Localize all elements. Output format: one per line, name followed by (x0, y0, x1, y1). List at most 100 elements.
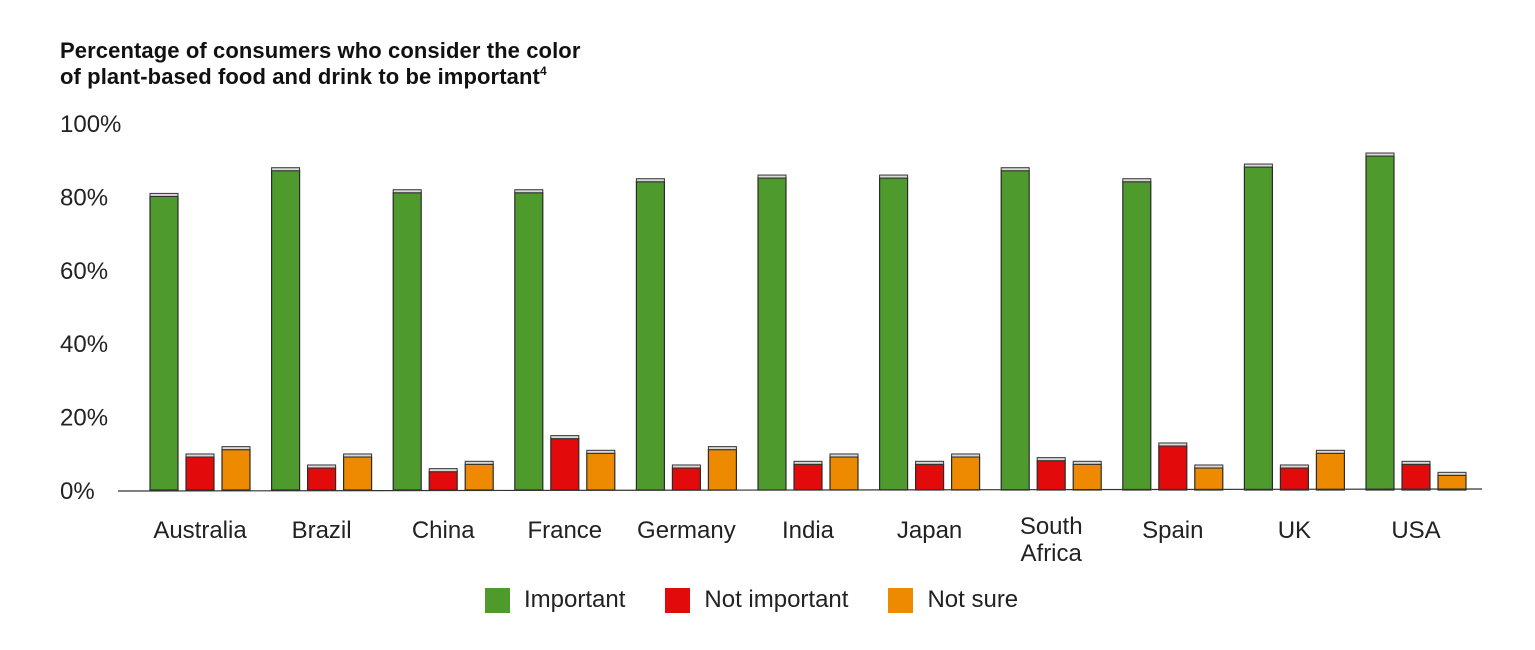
bar-cap (829, 453, 859, 458)
bar-france-important (514, 189, 544, 491)
bar-fill (1437, 474, 1467, 491)
x-tick-label-south-africa: South Africa (1020, 513, 1083, 567)
x-tick-label-australia: Australia (153, 517, 247, 544)
bar-cap (1194, 464, 1224, 469)
bar-fill (793, 463, 823, 491)
bar-china-important (392, 189, 422, 491)
bar-fill (185, 456, 215, 491)
bar-fill (878, 177, 909, 491)
legend-label-not-sure: Not sure (927, 586, 1019, 613)
bar-cap (428, 468, 458, 473)
bar-uk-not-sure (1315, 449, 1346, 491)
bar-fill (271, 170, 301, 491)
bar-india-important (757, 174, 787, 491)
bar-fill (1072, 463, 1102, 491)
bar-fill (914, 463, 945, 491)
bar-cap (464, 460, 494, 465)
bar-cap (307, 464, 337, 469)
chart-title: Percentage of consumers who consider the… (60, 38, 581, 90)
bar-india-not-important (793, 460, 823, 491)
bar-fill (1122, 181, 1152, 491)
bar-fill (707, 449, 738, 491)
chart-legend: Important Not important Not sure (485, 586, 1058, 614)
legend-item-not-important: Not important (665, 586, 848, 614)
bar-uk-important (1243, 163, 1274, 491)
bar-fill (1243, 166, 1274, 491)
bar-uk-not-important (1279, 464, 1310, 491)
bar-fill (1194, 467, 1224, 491)
x-tick-label-india: India (782, 517, 835, 544)
bar-fill (550, 438, 580, 491)
bar-fill (829, 456, 859, 491)
bar-usa-not-important (1401, 460, 1431, 491)
bar-fill (1036, 460, 1066, 491)
bar-cap (757, 174, 787, 179)
bar-cap (1279, 464, 1309, 469)
x-tick-label-usa: USA (1391, 517, 1440, 544)
y-tick-label: 60% (60, 258, 108, 285)
bar-fill (464, 463, 494, 491)
bar-fill (586, 452, 616, 491)
legend-item-not-sure: Not sure (888, 586, 1018, 614)
chart-title-footnote: 4 (539, 63, 547, 78)
legend-swatch-important (485, 587, 510, 613)
bar-cap (1000, 167, 1030, 172)
bar-cap (635, 178, 665, 183)
bar-cap (586, 449, 616, 454)
bar-usa-not-sure (1437, 471, 1467, 491)
bar-fill (1279, 467, 1310, 491)
bar-cap (1243, 163, 1273, 168)
bar-japan-not-sure (950, 453, 981, 491)
bar-fill (343, 456, 373, 491)
bar-fill (635, 181, 666, 491)
y-tick-label: 20% (60, 405, 108, 432)
x-axis-line (117, 488, 1483, 492)
x-tick-label-germany: Germany (637, 517, 736, 544)
bar-france-not-sure (586, 449, 616, 491)
y-tick-label: 80% (60, 184, 108, 211)
y-tick-label: 0% (60, 478, 95, 505)
bar-cap (221, 446, 251, 451)
legend-label-important: Important (524, 586, 626, 613)
bar-australia-not-important (185, 453, 215, 491)
bar-fill (950, 456, 981, 491)
bar-cap (1072, 460, 1102, 465)
bar-fill (221, 449, 251, 491)
bar-japan-not-important (914, 460, 945, 491)
x-tick-label-japan: Japan (897, 517, 962, 544)
legend-item-important: Important (485, 586, 625, 614)
bar-spain-not-important (1158, 442, 1188, 491)
bar-cap (915, 460, 945, 465)
bar-fill (1315, 452, 1346, 491)
bar-cap (707, 446, 737, 451)
bar-cap (550, 435, 580, 440)
bar-cap (951, 453, 981, 458)
bar-cap (343, 453, 373, 458)
bar-cap (392, 189, 422, 194)
bar-spain-not-sure (1194, 464, 1224, 491)
bar-usa-important (1365, 152, 1395, 491)
bar-cap (149, 192, 179, 197)
bar-fill (307, 467, 337, 491)
bar-china-not-sure (464, 460, 494, 491)
bar-brazil-important (271, 167, 301, 491)
chart-title-line2-text: of plant-based food and drink to be impo… (60, 63, 540, 89)
bar-australia-important (149, 192, 179, 491)
chart-title-line1: Percentage of consumers who consider the… (60, 38, 581, 63)
bar-cap (1437, 471, 1467, 476)
chart-title-line2: of plant-based food and drink to be impo… (60, 64, 581, 90)
legend-swatch-not-sure (888, 587, 914, 613)
bar-cap (1158, 442, 1188, 447)
bar-fill (1401, 463, 1431, 491)
bar-fill (1158, 445, 1188, 491)
bar-japan-important (878, 174, 909, 491)
x-tick-label-france: France (527, 517, 602, 544)
x-tick-label-china: China (412, 517, 475, 544)
legend-label-not-important: Not important (704, 586, 849, 613)
bar-brazil-not-important (307, 464, 337, 491)
bar-cap (879, 174, 909, 179)
bar-fill (1365, 155, 1395, 491)
legend-swatch-not-important (665, 587, 691, 613)
bar-india-not-sure (829, 453, 859, 491)
